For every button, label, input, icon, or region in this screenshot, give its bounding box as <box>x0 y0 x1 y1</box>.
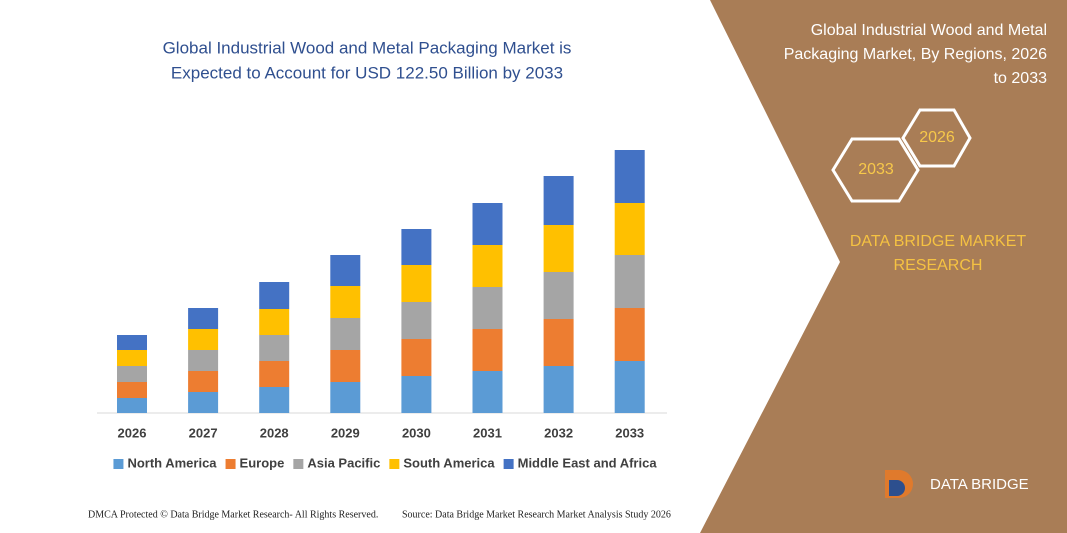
bar-segment <box>259 335 290 361</box>
bar-segment <box>259 282 290 309</box>
x-tick-label: 2031 <box>473 425 502 440</box>
bar-segment <box>259 387 290 413</box>
bar-segment <box>259 309 290 335</box>
hexagon <box>901 108 972 168</box>
bar-segment <box>117 398 147 413</box>
bar-segment <box>401 302 432 339</box>
bar-segment <box>614 361 645 413</box>
bar-segment <box>117 335 147 350</box>
brand-text: RESEARCH <box>894 257 983 274</box>
bar-segment <box>472 245 503 287</box>
x-tick-label: 2026 <box>118 425 147 440</box>
bar-segment <box>117 366 147 382</box>
legend-label: Europe <box>240 455 285 470</box>
x-tick-label: 2027 <box>189 425 218 440</box>
brand-text: DATA BRIDGE MARKET <box>850 233 1027 250</box>
bar-segment <box>614 150 645 203</box>
bar-segment <box>401 265 432 302</box>
bar-segment <box>472 329 503 371</box>
hex-label: 2026 <box>919 129 955 146</box>
logo-text: DATA BRIDGE <box>930 476 1029 493</box>
bar-segment <box>188 371 219 392</box>
bar-segment <box>401 376 432 413</box>
bar-segment <box>543 272 574 319</box>
legend-marker <box>113 459 124 469</box>
bar-segment <box>117 350 147 366</box>
x-tick-label: 2032 <box>544 425 573 440</box>
side-panel-bg <box>700 0 1067 533</box>
bar-segment <box>330 350 361 382</box>
bar-segment <box>330 318 361 350</box>
bar-segment <box>401 229 432 265</box>
bar-segment <box>188 392 219 413</box>
legend-marker <box>225 459 236 469</box>
legend-label: Asia Pacific <box>307 455 380 470</box>
side-title: Global Industrial Wood and Metal <box>811 22 1047 39</box>
bar-segment <box>543 176 574 225</box>
legend-label: North America <box>127 455 217 470</box>
legend-marker <box>389 459 400 469</box>
x-tick-label: 2029 <box>331 425 360 440</box>
bar-segment <box>614 308 645 361</box>
bar-segment <box>543 319 574 366</box>
side-title: to 2033 <box>994 70 1047 87</box>
logo-icon <box>889 480 905 496</box>
x-tick-label: 2030 <box>402 425 431 440</box>
bar-segment <box>472 287 503 329</box>
bar-segment <box>188 329 219 350</box>
footer-right: Source: Data Bridge Market Research Mark… <box>402 509 671 520</box>
bar-segment <box>259 361 290 387</box>
bar-segment <box>472 371 503 413</box>
bar-segment <box>614 255 645 308</box>
bar-segment <box>117 382 147 398</box>
legend: North America Europe Asia Pacific South Ame… <box>113 455 657 470</box>
bar-segment <box>330 286 361 318</box>
bar-segment <box>543 225 574 272</box>
legend-marker <box>503 459 514 469</box>
bar-segment <box>401 339 432 376</box>
bar-segment <box>330 382 361 413</box>
side-title: Packaging Market, By Regions, 2026 <box>784 46 1047 63</box>
legend-marker <box>293 459 304 469</box>
bar-segment <box>188 308 219 329</box>
bar-segment <box>188 350 219 371</box>
hexagon <box>831 137 920 203</box>
bar-segment <box>330 255 361 286</box>
chart-title: Global Industrial Wood and Metal Packagi… <box>163 38 572 57</box>
legend-label: Middle East and Africa <box>518 455 658 470</box>
hex-label: 2033 <box>858 161 894 178</box>
x-tick-label: 2033 <box>615 425 644 440</box>
chart-title: Expected to Account for USD 122.50 Billi… <box>171 63 563 82</box>
bar-segment <box>614 203 645 255</box>
x-tick-label: 2028 <box>260 425 289 440</box>
bar-segment <box>472 203 503 245</box>
bar-segment <box>543 366 574 413</box>
footer-left: DMCA Protected © Data Bridge Market Rese… <box>88 509 378 520</box>
legend-label: South America <box>403 455 495 470</box>
